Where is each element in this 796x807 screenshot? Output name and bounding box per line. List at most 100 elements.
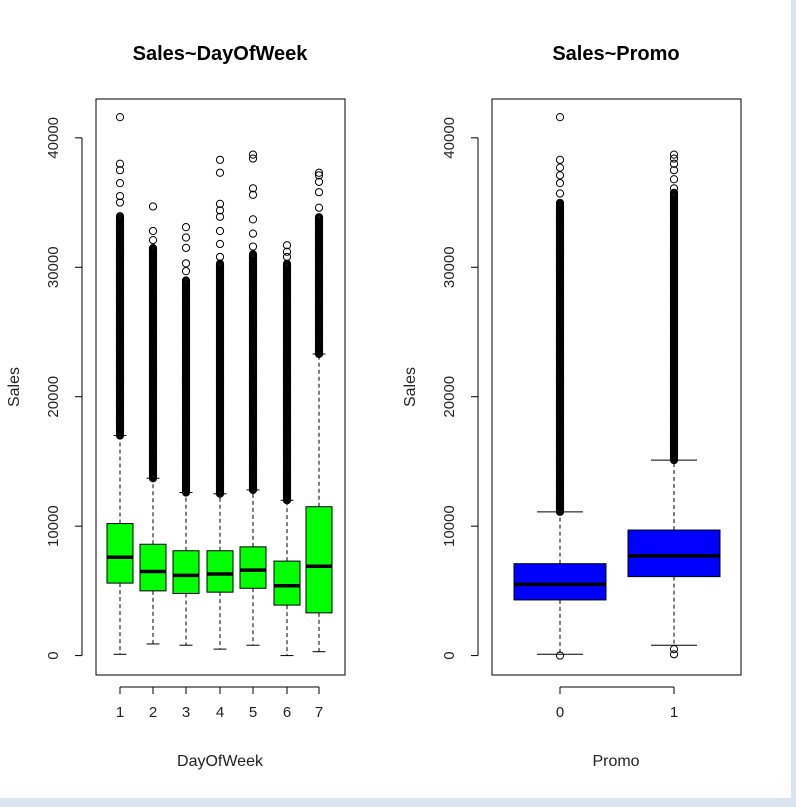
outlier-point bbox=[555, 113, 565, 122]
outlier-point bbox=[555, 189, 565, 198]
outlier-point bbox=[148, 226, 158, 236]
outlier-point bbox=[215, 168, 225, 177]
outlier-point bbox=[282, 247, 292, 256]
panel-2: Sales~Promo Promo Sales 0 10000 20000 30000 400… bbox=[402, 43, 742, 770]
x-tick-label: 0 bbox=[556, 704, 564, 721]
outlier-point bbox=[669, 150, 679, 159]
outlier-point bbox=[215, 212, 225, 221]
iqr-box bbox=[273, 560, 301, 606]
outlier-point bbox=[181, 233, 191, 242]
chart-title: Sales~Promo bbox=[552, 43, 679, 65]
outlier-point bbox=[248, 215, 258, 224]
box-2 bbox=[139, 202, 167, 645]
outlier-point bbox=[115, 159, 125, 168]
chart-title: Sales~DayOfWeek bbox=[133, 43, 309, 65]
outlier-point bbox=[248, 154, 258, 163]
y-tick-label: 30000 bbox=[441, 246, 458, 288]
box-3 bbox=[172, 223, 200, 646]
box-5 bbox=[239, 150, 267, 646]
outlier-point bbox=[555, 651, 565, 660]
x-tick-label: 3 bbox=[182, 704, 190, 721]
outlier-point bbox=[248, 229, 258, 238]
outlier-point bbox=[215, 226, 225, 236]
outlier-point bbox=[248, 184, 258, 193]
outlier-point bbox=[248, 150, 258, 159]
outlier-point bbox=[282, 252, 292, 262]
box-1 bbox=[106, 113, 134, 655]
box-1 bbox=[627, 150, 721, 659]
outlier-point bbox=[669, 188, 679, 197]
y-tick-label: 40000 bbox=[441, 117, 458, 159]
outlier-point bbox=[215, 155, 225, 164]
outlier-point bbox=[181, 267, 191, 276]
outlier-point bbox=[115, 179, 125, 188]
iqr-box bbox=[627, 529, 721, 578]
outlier-point bbox=[314, 213, 324, 222]
outlier-point bbox=[555, 171, 565, 180]
outlier-point bbox=[215, 239, 225, 249]
outlier-point bbox=[314, 171, 324, 180]
iqr-box bbox=[139, 543, 167, 592]
outlier-point bbox=[215, 199, 225, 208]
outlier-point bbox=[181, 259, 191, 268]
outlier-point bbox=[669, 154, 679, 163]
outlier-point bbox=[148, 244, 158, 253]
outlier-point bbox=[282, 241, 292, 250]
x-axis-label: DayOfWeek bbox=[177, 753, 264, 770]
iqr-box bbox=[106, 523, 134, 584]
outlier-point bbox=[215, 206, 225, 215]
outlier-point bbox=[669, 645, 679, 654]
outlier-point bbox=[314, 177, 324, 186]
x-tick-label: 5 bbox=[249, 704, 257, 721]
outlier-point bbox=[148, 202, 158, 211]
y-axis-label: Sales bbox=[6, 367, 23, 407]
outlier-point bbox=[115, 191, 125, 201]
y-tick-label: 20000 bbox=[45, 376, 62, 418]
outlier-point bbox=[215, 252, 225, 262]
x-tick-label: 6 bbox=[283, 704, 291, 721]
iqr-box bbox=[206, 550, 234, 593]
outlier-point bbox=[115, 198, 125, 207]
x-tick-label: 2 bbox=[149, 704, 157, 721]
outlier-point bbox=[555, 179, 565, 188]
outlier-point bbox=[669, 175, 679, 184]
y-tick-label: 0 bbox=[45, 651, 62, 659]
iqr-box bbox=[513, 563, 607, 601]
outlier-point bbox=[555, 155, 565, 164]
outlier-point bbox=[555, 198, 565, 208]
outlier-point bbox=[248, 190, 258, 199]
outlier-point bbox=[248, 242, 258, 251]
outlier-point bbox=[248, 250, 258, 259]
x-axis-label: Promo bbox=[592, 753, 639, 770]
outlier-point bbox=[555, 163, 565, 172]
y-tick-label: 20000 bbox=[441, 376, 458, 418]
plot-frame bbox=[95, 98, 346, 676]
iqr-box bbox=[305, 506, 333, 614]
outlier-point bbox=[115, 212, 125, 221]
y-tick-label: 0 bbox=[441, 651, 458, 659]
outlier-point bbox=[115, 166, 125, 175]
outlier-point bbox=[148, 235, 158, 245]
y-tick-label: 10000 bbox=[45, 505, 62, 547]
x-tick-label: 7 bbox=[315, 704, 323, 721]
outlier-point bbox=[181, 276, 191, 285]
outlier-point bbox=[314, 168, 324, 177]
outlier-point bbox=[115, 113, 125, 122]
box-4 bbox=[206, 155, 234, 650]
box-0 bbox=[513, 113, 607, 660]
plot-frame bbox=[491, 98, 742, 676]
iqr-box bbox=[239, 546, 267, 589]
outlier-point bbox=[314, 188, 324, 197]
outlier-point bbox=[314, 203, 324, 212]
iqr-box bbox=[172, 550, 200, 594]
x-tick-label: 1 bbox=[670, 704, 678, 721]
y-tick-label: 10000 bbox=[441, 505, 458, 547]
x-tick-label: 4 bbox=[216, 704, 224, 721]
y-tick-label: 30000 bbox=[45, 246, 62, 288]
outlier-point bbox=[669, 166, 679, 175]
panel-1: Sales~DayOfWeek DayOfWeek Sales 0 10000 20000… bbox=[6, 43, 346, 770]
y-tick-label: 40000 bbox=[45, 117, 62, 159]
